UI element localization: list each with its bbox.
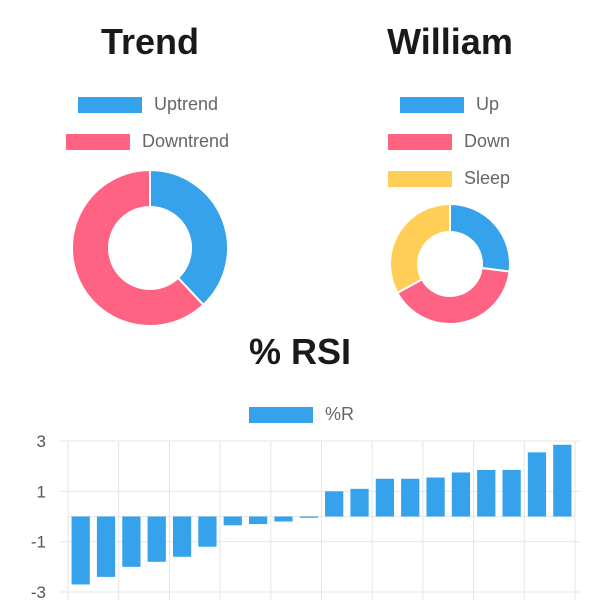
rsi-bar-11[interactable] bbox=[325, 491, 344, 517]
william-legend-label-up: Up bbox=[476, 94, 500, 114]
william-slice-down[interactable] bbox=[396, 266, 511, 325]
rsi-bar-18[interactable] bbox=[502, 469, 521, 517]
rsi-bar-4[interactable] bbox=[147, 516, 166, 562]
william-legend-swatch-down bbox=[388, 133, 452, 150]
trend-slice-uptrend[interactable] bbox=[149, 168, 229, 307]
rsi-legend-item-r[interactable]: %R bbox=[249, 404, 354, 425]
trend-legend-label-downtrend: Downtrend bbox=[142, 131, 230, 151]
rsi-bars bbox=[71, 444, 572, 585]
william-legend-item-down[interactable]: Down bbox=[388, 131, 510, 152]
rsi-bar-10[interactable] bbox=[299, 516, 318, 518]
william-legend-swatch-up bbox=[400, 96, 464, 113]
rsi-bar-3[interactable] bbox=[122, 516, 141, 567]
rsi-y-tick-label: -3 bbox=[31, 583, 46, 600]
rsi-bar-20[interactable] bbox=[553, 444, 572, 517]
rsi-bar-17[interactable] bbox=[477, 469, 496, 517]
william-legend-label-down: Down bbox=[464, 131, 511, 151]
rsi-bar-5[interactable] bbox=[172, 516, 192, 557]
william-legend-label-sleep: Sleep bbox=[464, 168, 511, 188]
trend-legend-swatch-downtrend bbox=[66, 133, 130, 150]
rsi-bar-6[interactable] bbox=[198, 516, 217, 547]
rsi-y-tick-label: 1 bbox=[37, 482, 46, 501]
william-chart-title: William bbox=[387, 21, 513, 62]
rsi-bar-13[interactable] bbox=[375, 478, 395, 517]
william-slice-sleep[interactable] bbox=[389, 202, 451, 295]
trend-legend-item-uptrend[interactable]: Uptrend bbox=[78, 94, 218, 115]
rsi-legend-swatch-r bbox=[249, 406, 313, 423]
rsi-bar-8[interactable] bbox=[248, 516, 268, 525]
trend-legend-swatch-uptrend bbox=[78, 96, 142, 113]
trend-chart-title: Trend bbox=[100, 21, 199, 62]
william-legend-item-up[interactable]: Up bbox=[400, 94, 499, 115]
rsi-y-axis: 3 1 -1 -3 bbox=[31, 432, 46, 600]
rsi-bar-1[interactable] bbox=[71, 516, 90, 585]
rsi-y-tick-label: -1 bbox=[31, 533, 46, 552]
trend-slice-downtrend[interactable] bbox=[71, 168, 205, 327]
rsi-chart-title: % RSI bbox=[248, 331, 352, 372]
rsi-bar-19[interactable] bbox=[527, 452, 547, 517]
rsi-bar-2[interactable] bbox=[96, 516, 116, 577]
rsi-bar-12[interactable] bbox=[350, 488, 369, 517]
rsi-y-tick-label: 3 bbox=[37, 432, 46, 451]
rsi-bar-14[interactable] bbox=[401, 478, 420, 517]
william-legend-swatch-sleep bbox=[388, 170, 452, 187]
trend-legend-item-downtrend[interactable]: Downtrend bbox=[66, 131, 229, 152]
trend-legend-label-uptrend: Uptrend bbox=[154, 94, 219, 114]
rsi-bar-16[interactable] bbox=[451, 472, 471, 517]
rsi-bar-9[interactable] bbox=[274, 516, 293, 522]
william-legend-item-sleep[interactable]: Sleep bbox=[388, 168, 510, 189]
rsi-bar-15[interactable] bbox=[426, 477, 445, 517]
rsi-bar-7[interactable] bbox=[223, 516, 242, 526]
rsi-legend-label-r: %R bbox=[325, 404, 355, 424]
